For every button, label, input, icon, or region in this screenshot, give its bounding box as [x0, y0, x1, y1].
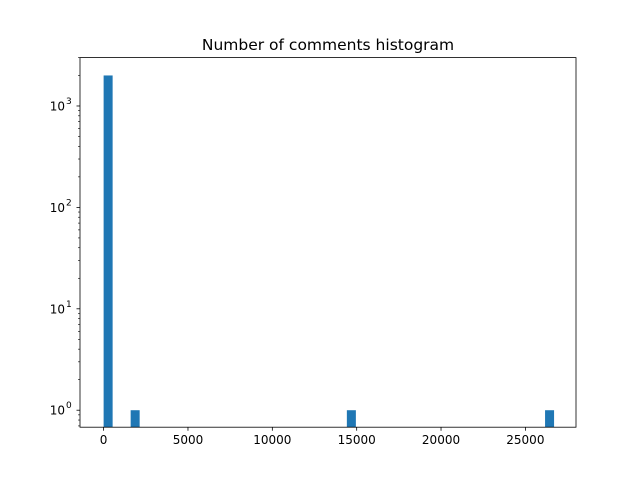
x-tick-label: 5000	[173, 433, 204, 447]
x-tick-label: 10000	[253, 433, 291, 447]
y-tick-label-base: 10	[50, 99, 65, 113]
y-tick-label: 10 0	[50, 401, 72, 418]
chart-title: Number of comments histogram	[202, 36, 454, 54]
y-tick-label: 10 2	[50, 198, 72, 215]
histogram-bar	[103, 75, 113, 428]
bars-layer	[103, 75, 555, 428]
y-tick-label-exponent: 0	[66, 401, 72, 411]
x-tick-label: 20000	[422, 433, 460, 447]
x-tick-label: 0	[100, 433, 108, 447]
y-tick-label-exponent: 3	[66, 97, 72, 107]
x-tick-label: 25000	[506, 433, 544, 447]
histogram-bar	[545, 410, 555, 428]
y-tick-label: 10 1	[50, 300, 72, 317]
y-tick-label-exponent: 2	[66, 198, 72, 208]
histogram-bar	[346, 410, 356, 428]
y-tick-label-base: 10	[50, 404, 65, 418]
y-tick-label-base: 10	[50, 201, 65, 215]
y-tick-label-exponent: 1	[66, 300, 72, 310]
y-tick-label-base: 10	[50, 302, 65, 316]
plot-frame	[79, 57, 577, 428]
x-tick-label: 15000	[338, 433, 376, 447]
y-tick-label: 10 3	[50, 97, 72, 114]
histogram-bar	[130, 410, 140, 428]
